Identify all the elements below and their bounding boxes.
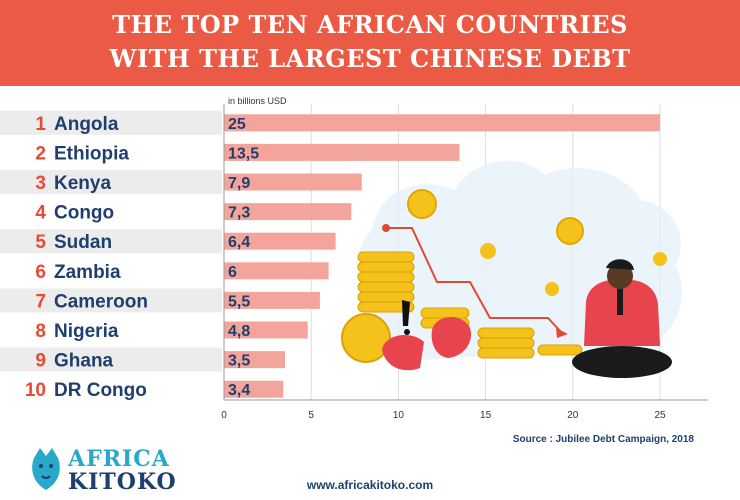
category-label: Kenya [54, 173, 111, 194]
coin-icon [653, 252, 667, 266]
x-tick-label: 0 [221, 410, 227, 421]
rank-label: 2 [35, 143, 46, 164]
row-stripes [0, 110, 222, 372]
value-label: 7,3 [228, 205, 250, 222]
category-label: Nigeria [54, 321, 119, 342]
debt-illustration [341, 160, 682, 378]
bars: 25 13,5 7,9 7,3 6,4 6 5,5 4,8 3,5 3,4 [224, 114, 660, 399]
value-label: 4,8 [228, 323, 250, 340]
bar [224, 291, 320, 309]
decline-arrow-line [386, 227, 563, 334]
value-label: 6,4 [228, 234, 250, 251]
row-stripe [0, 110, 222, 135]
x-tick-label: 5 [308, 410, 314, 421]
value-label: 25 [228, 116, 246, 133]
piggy-bank-icon [431, 316, 472, 358]
chart-title: THE TOP TEN AFRICAN COUNTRIES WITH THE L… [0, 8, 740, 76]
warning-icon [402, 300, 410, 326]
coin-icon [407, 189, 437, 219]
category-label: Ethiopia [54, 143, 129, 164]
bar [224, 114, 660, 132]
rank-label: 10 [25, 380, 46, 401]
website-url[interactable]: www.africakitoko.com [306, 478, 434, 492]
bar [224, 380, 284, 398]
broken-piggy-bank-icon [382, 335, 424, 371]
category-labels: 1 Angola 2 Ethiopia 3 Kenya 4 Congo 5 Sudan 6 Zambi… [25, 114, 148, 401]
title-banner [0, 0, 740, 86]
logo-word-kitoko: KITOKO [68, 469, 177, 495]
leopard-logo-icon [32, 448, 60, 490]
title-line-2: WITH THE LARGEST CHINESE DEBT [109, 44, 631, 73]
rank-label: 8 [35, 321, 46, 342]
row-stripe [0, 170, 222, 194]
bar [224, 262, 329, 280]
category-label: Congo [54, 203, 114, 224]
bar [224, 232, 336, 250]
category-label: Zambia [54, 262, 121, 283]
category-label: Cameroon [54, 291, 148, 312]
category-label: Ghana [54, 351, 114, 372]
value-label: 7,9 [228, 175, 250, 192]
logo: AFRICA KITOKO [28, 446, 188, 495]
bar [224, 143, 460, 161]
big-coin-icon [341, 313, 391, 363]
arrow-head [556, 328, 568, 338]
category-label: Angola [54, 114, 119, 135]
rank-label: 4 [35, 203, 46, 224]
value-label: 3,5 [228, 353, 250, 370]
source-note: Source : Jubilee Debt Campaign, 2018 [512, 434, 694, 445]
value-label: 6 [228, 264, 237, 281]
logo-word-africa: AFRICA [68, 446, 170, 472]
x-tick-label: 10 [393, 410, 405, 421]
coin-icon [556, 217, 584, 245]
rank-label: 5 [35, 232, 46, 253]
rank-label: 9 [35, 351, 46, 372]
rank-label: 6 [35, 262, 46, 283]
value-label: 13,5 [228, 145, 259, 162]
coin-icon [545, 282, 559, 296]
x-tick-label: 20 [567, 410, 579, 421]
bar [224, 351, 286, 369]
rank-label: 1 [35, 114, 46, 135]
category-label: DR Congo [54, 380, 147, 401]
worried-person-icon [572, 259, 672, 378]
value-label: 3,4 [228, 382, 250, 399]
row-stripe [0, 347, 222, 372]
rank-label: 7 [35, 291, 46, 312]
title-line-1: THE TOP TEN AFRICAN COUNTRIES [112, 10, 628, 39]
warning-dot-icon [404, 329, 410, 335]
x-axis: 0 5 10 15 20 25 [221, 104, 708, 421]
row-stripe [0, 229, 222, 254]
category-label: Sudan [54, 232, 112, 253]
row-stripe [0, 288, 222, 313]
x-tick-label: 25 [654, 410, 666, 421]
unit-label: in billions USD [228, 96, 287, 106]
rank-label: 3 [35, 173, 46, 194]
x-tick-label: 15 [480, 410, 492, 421]
coin-icon [480, 243, 496, 259]
arrow-start-dot [382, 224, 390, 232]
bar [224, 321, 308, 339]
bar [224, 203, 352, 221]
value-label: 5,5 [228, 293, 250, 310]
bar [224, 173, 362, 191]
